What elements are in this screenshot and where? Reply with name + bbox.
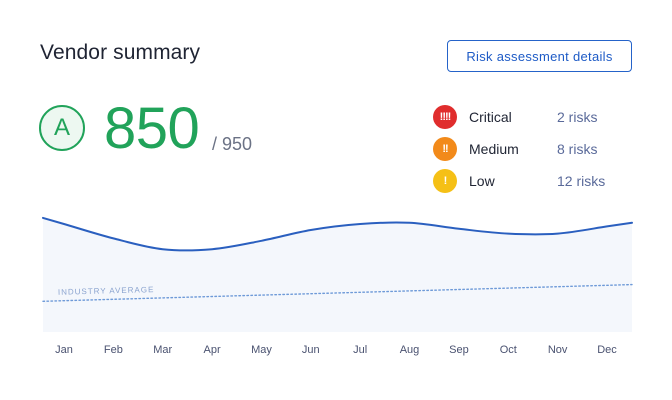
score-trend-chart: INDUSTRY AVERAGE Jan Feb Mar Apr May Jun Jul Aug… (42, 216, 633, 356)
month-label: Jan (55, 344, 73, 356)
risk-row-critical: !!!! Critical 2 risks (433, 105, 633, 129)
month-label: Oct (500, 344, 517, 356)
score-value: 850 (104, 96, 200, 161)
page-title: Vendor summary (40, 41, 201, 64)
month-label: Apr (204, 344, 221, 356)
month-label: Feb (104, 344, 123, 356)
month-label: Dec (597, 344, 617, 356)
score-area-fill (43, 217, 632, 332)
month-label: Mar (153, 344, 172, 356)
risk-level-label: Medium (469, 141, 519, 157)
score-max: / 950 (212, 134, 253, 154)
risk-count: 2 risks (557, 109, 598, 125)
risk-level-label: Critical (469, 109, 512, 125)
risk-count: 8 risks (557, 141, 598, 157)
month-label: Nov (548, 344, 568, 356)
industry-average-label: INDUSTRY AVERAGE (58, 285, 155, 297)
risk-count: 12 risks (557, 173, 606, 189)
grade-badge: A (39, 105, 85, 151)
month-label: Aug (400, 344, 420, 356)
low-alert-icon: ! (433, 169, 457, 193)
risk-row-low: ! Low 12 risks (433, 169, 633, 193)
month-label: May (251, 344, 272, 356)
month-label: Jul (353, 344, 367, 356)
risk-level-label: Low (469, 173, 495, 189)
month-label: Sep (449, 344, 469, 356)
medium-alert-icon: !! (433, 137, 457, 161)
score-trend-line (42, 216, 633, 252)
month-label: Jun (302, 344, 320, 356)
risk-row-medium: !! Medium 8 risks (433, 137, 633, 161)
risk-assessment-details-button[interactable]: Risk assessment details (447, 40, 632, 72)
critical-alert-icon: !!!! (433, 105, 457, 129)
